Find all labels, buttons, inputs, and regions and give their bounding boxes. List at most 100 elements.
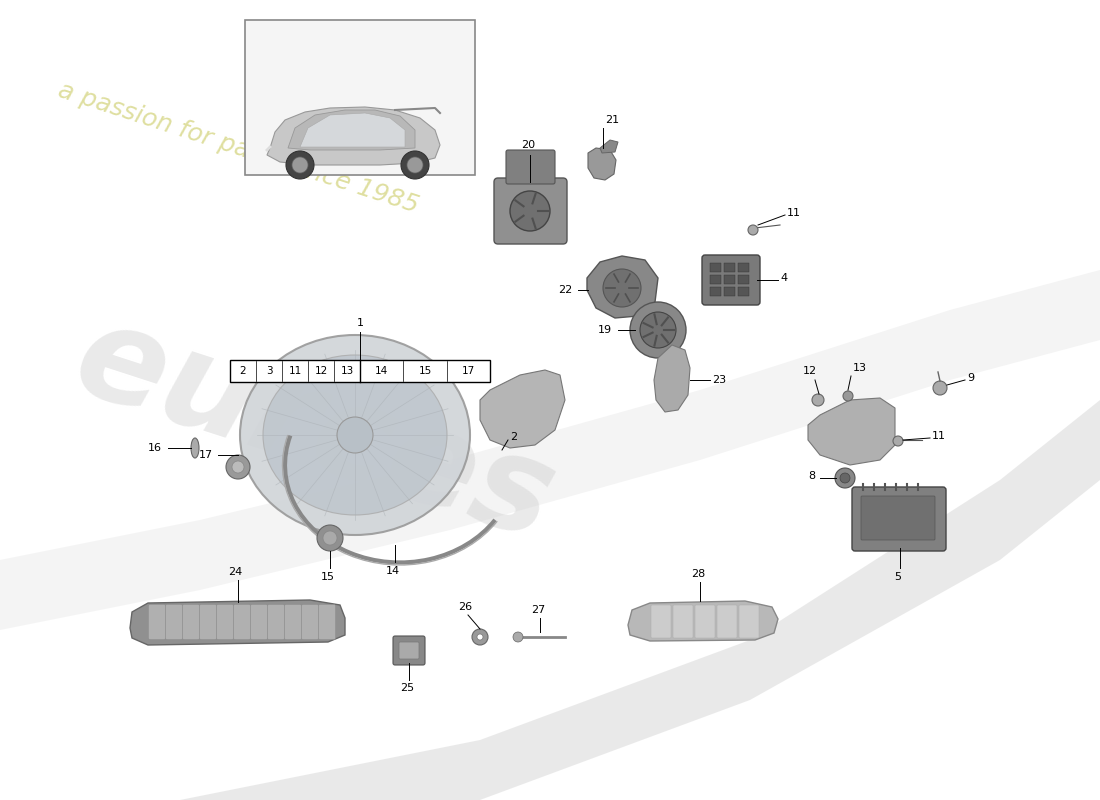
Text: 4: 4 [780,273,788,283]
Circle shape [513,632,522,642]
FancyBboxPatch shape [494,178,566,244]
Text: 14: 14 [386,566,400,576]
Polygon shape [808,398,895,465]
Circle shape [472,629,488,645]
Polygon shape [0,270,1100,630]
Bar [245,20,475,175]
Text: eurces: eurces [60,293,570,567]
Text: 8: 8 [807,471,815,481]
FancyBboxPatch shape [301,605,319,639]
FancyBboxPatch shape [506,150,556,184]
FancyBboxPatch shape [393,636,425,665]
Circle shape [292,157,308,173]
FancyBboxPatch shape [217,605,233,639]
FancyBboxPatch shape [673,605,693,638]
Text: 13: 13 [852,363,867,373]
Polygon shape [288,110,415,150]
Circle shape [232,461,244,473]
Text: 23: 23 [712,375,726,385]
Text: 24: 24 [228,567,242,577]
Text: 20: 20 [521,140,535,150]
FancyBboxPatch shape [251,605,267,639]
FancyBboxPatch shape [710,263,720,272]
Text: 22: 22 [558,285,572,295]
Circle shape [812,394,824,406]
FancyBboxPatch shape [199,605,217,639]
Text: 15: 15 [321,572,336,582]
Text: 11: 11 [932,431,946,441]
Text: 25: 25 [400,683,414,693]
Text: 2: 2 [510,432,517,442]
FancyBboxPatch shape [861,496,935,540]
Text: 9: 9 [967,373,975,383]
FancyBboxPatch shape [724,287,735,296]
Circle shape [933,381,947,395]
Circle shape [477,634,483,640]
Circle shape [893,436,903,446]
FancyBboxPatch shape [695,605,715,638]
Circle shape [402,151,429,179]
Polygon shape [300,113,405,147]
Polygon shape [600,140,618,153]
Text: 13: 13 [340,366,353,376]
Polygon shape [628,601,778,641]
Text: a passion for parts since 1985: a passion for parts since 1985 [55,78,421,218]
FancyBboxPatch shape [710,287,720,296]
Circle shape [748,225,758,235]
FancyBboxPatch shape [739,605,759,638]
FancyBboxPatch shape [724,275,735,284]
Text: 2: 2 [240,366,246,376]
Circle shape [843,391,852,401]
FancyBboxPatch shape [852,487,946,551]
FancyBboxPatch shape [233,605,251,639]
Text: 5: 5 [894,572,902,582]
Text: 12: 12 [803,366,817,376]
Polygon shape [180,400,1100,800]
Circle shape [226,455,250,479]
FancyBboxPatch shape [319,605,336,639]
Circle shape [323,531,337,545]
FancyBboxPatch shape [717,605,737,638]
Polygon shape [480,370,565,448]
Circle shape [835,468,855,488]
Ellipse shape [263,355,447,515]
Text: 21: 21 [605,115,619,125]
Circle shape [630,302,686,358]
Text: 1: 1 [356,318,363,328]
Text: 11: 11 [288,366,301,376]
Circle shape [510,191,550,231]
Text: 3: 3 [266,366,273,376]
FancyBboxPatch shape [165,605,183,639]
Text: 28: 28 [691,569,705,579]
FancyBboxPatch shape [738,287,749,296]
FancyBboxPatch shape [651,605,671,638]
Circle shape [640,312,676,348]
Ellipse shape [240,335,470,535]
FancyBboxPatch shape [738,275,749,284]
Polygon shape [130,600,345,645]
FancyBboxPatch shape [285,605,301,639]
Ellipse shape [603,269,641,307]
Polygon shape [588,148,616,180]
Text: 17: 17 [199,450,213,460]
Polygon shape [267,107,440,165]
FancyBboxPatch shape [183,605,199,639]
Text: 15: 15 [418,366,431,376]
Bar [230,360,490,382]
Text: 16: 16 [148,443,162,453]
Polygon shape [587,256,658,318]
Circle shape [286,151,313,179]
Circle shape [317,525,343,551]
FancyBboxPatch shape [702,255,760,305]
Text: 19: 19 [598,325,612,335]
Text: 27: 27 [531,605,546,615]
Text: 14: 14 [375,366,388,376]
Circle shape [337,417,373,453]
FancyBboxPatch shape [148,605,165,639]
FancyBboxPatch shape [724,263,735,272]
FancyBboxPatch shape [738,263,749,272]
Text: 12: 12 [315,366,328,376]
Text: 26: 26 [458,602,472,612]
Circle shape [407,157,424,173]
FancyBboxPatch shape [267,605,285,639]
